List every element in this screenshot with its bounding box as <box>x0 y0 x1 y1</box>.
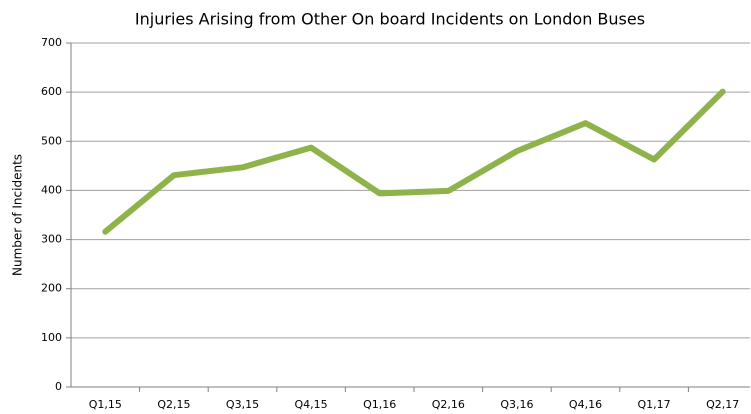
x-tick-label: Q3,16 <box>500 398 533 411</box>
y-tick-label: 200 <box>41 282 62 295</box>
y-tick-label: 0 <box>55 380 62 393</box>
x-tick-label: Q2,17 <box>706 398 739 411</box>
x-tick-label: Q1,17 <box>638 398 671 411</box>
y-tick-label: 500 <box>41 134 62 147</box>
y-tick-label: 400 <box>41 183 62 196</box>
y-tick-label: 600 <box>41 85 62 98</box>
y-tick-label: 300 <box>41 233 62 246</box>
x-tick-label: Q3,15 <box>226 398 259 411</box>
chart-title: Injuries Arising from Other On board Inc… <box>135 10 645 29</box>
y-axis-title: Number of Incidents <box>11 154 25 276</box>
y-tick-label: 700 <box>41 36 62 49</box>
x-tick-label: Q2,16 <box>432 398 465 411</box>
y-tick-label: 100 <box>41 331 62 344</box>
x-tick-label: Q1,15 <box>89 398 122 411</box>
x-tick-label: Q2,15 <box>157 398 190 411</box>
x-tick-label: Q1,16 <box>363 398 396 411</box>
x-tick-label: Q4,16 <box>569 398 602 411</box>
data-line <box>102 88 726 235</box>
x-tick-label: Q4,15 <box>295 398 328 411</box>
